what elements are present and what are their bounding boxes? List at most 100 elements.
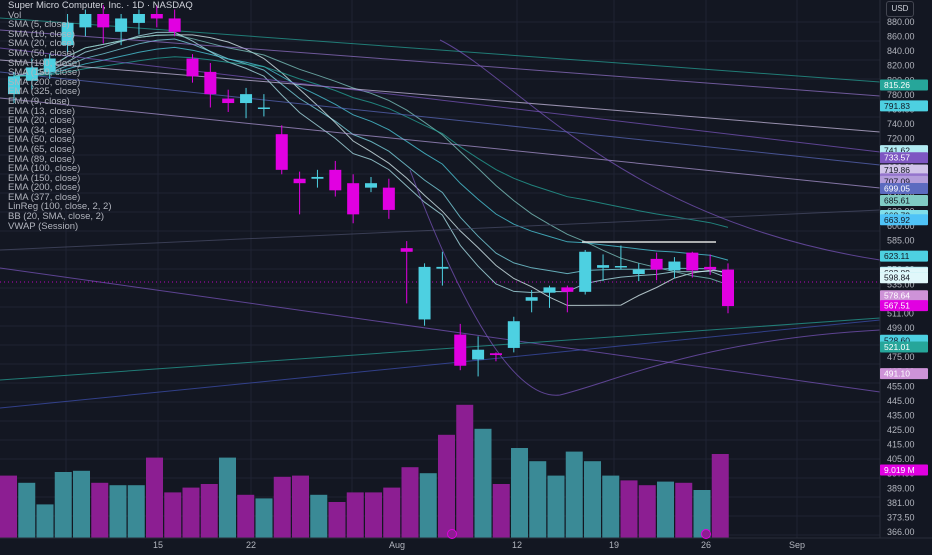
volume-bar[interactable] [584,461,601,538]
earnings-marker-icon[interactable] [447,529,457,539]
volume-bar[interactable] [657,481,674,538]
candle-body[interactable] [257,107,270,110]
volume-bar[interactable] [346,492,364,538]
currency-badge[interactable]: USD [886,1,914,17]
ma-line [13,38,729,275]
candle-body[interactable] [454,334,467,366]
candle-body[interactable] [543,287,556,293]
volume-bar[interactable] [73,470,90,538]
y-tick-label: 820.00 [887,61,915,71]
candle-body[interactable] [25,67,38,81]
volume-bar[interactable] [18,482,36,538]
volume-bar[interactable] [328,502,346,538]
volume-bar[interactable] [127,485,145,538]
candle-body[interactable] [614,266,627,268]
trend-line [0,71,881,166]
candle-body[interactable] [525,297,538,301]
volume-bar[interactable] [0,475,17,538]
candle-body[interactable] [97,14,110,28]
volume-bar[interactable] [383,487,401,538]
volume-bar[interactable] [255,498,273,538]
volume-bar[interactable] [638,485,656,538]
candle-body[interactable] [382,187,395,210]
candle-body[interactable] [400,248,413,252]
candle-body[interactable] [150,14,163,19]
candle-body[interactable] [722,269,734,307]
volume-bar[interactable] [219,457,236,538]
candle-body[interactable] [668,261,681,271]
y-tick-label: 455.00 [887,381,915,391]
candle-body[interactable] [61,22,74,46]
candle-body[interactable] [222,98,235,104]
candle-body[interactable] [115,18,128,32]
candle-body[interactable] [597,265,610,268]
candle-body[interactable] [240,94,253,104]
price-label: 719.86 [884,165,910,175]
candle-body[interactable] [132,14,145,23]
candle-body[interactable] [204,71,217,95]
candle-body[interactable] [168,18,181,32]
volume-bar[interactable] [565,451,583,538]
volume-bar[interactable] [146,457,163,538]
bollinger-lower [409,169,881,396]
candle-body[interactable] [632,269,645,275]
candle-body[interactable] [507,321,520,348]
volume-bar[interactable] [292,475,309,538]
candle-body[interactable] [418,266,431,320]
volume-bar[interactable] [474,428,492,538]
candle-body[interactable] [43,58,56,72]
candle-body[interactable] [489,353,502,356]
candle-body[interactable] [8,76,20,95]
candle-body[interactable] [704,266,717,270]
volume-bar[interactable] [602,475,620,538]
candle-body[interactable] [311,176,324,179]
volume-bar[interactable] [693,490,711,538]
volume-bar[interactable] [109,485,127,538]
price-label: 491.10 [884,369,910,379]
candle-body[interactable] [275,134,288,170]
volume-bar[interactable] [711,454,729,538]
volume-bar[interactable] [675,482,693,538]
x-tick-label: 22 [246,540,256,550]
volume-bar[interactable] [273,476,291,538]
volume-bar[interactable] [182,487,200,538]
volume-bar[interactable] [419,473,437,538]
candle-body[interactable] [365,183,377,188]
volume-bar[interactable] [456,404,474,538]
volume-bar[interactable] [492,484,510,538]
y-tick-label: 740.00 [887,119,915,129]
candle-body[interactable] [561,287,574,292]
volume-bar[interactable] [620,480,638,538]
candle-body[interactable] [650,258,663,270]
candle-body[interactable] [186,58,199,77]
volume-bar[interactable] [511,448,528,538]
volume-bar[interactable] [365,492,382,538]
volume-bar[interactable] [547,475,565,538]
volume-bar[interactable] [54,472,72,538]
event-marker-icon[interactable] [701,529,711,539]
candle-body[interactable] [579,251,592,292]
candle-body[interactable] [436,266,449,269]
price-label-bg [880,214,928,226]
ma-line [13,46,729,261]
candle-body[interactable] [293,178,306,184]
volume-bar[interactable] [164,492,182,538]
price-label-bg [880,194,928,206]
volume-bar[interactable] [36,504,54,538]
volume-bar[interactable] [401,467,419,538]
candle-body[interactable] [472,349,485,360]
volume-bar[interactable] [91,482,109,538]
volume-bar[interactable] [237,494,255,538]
volume-bar[interactable] [310,494,328,538]
candle-body[interactable] [347,183,360,215]
candle-body[interactable] [329,169,342,191]
candle-body[interactable] [686,252,699,271]
price-label: 791.83 [884,101,910,111]
time-axis[interactable]: 15 22 Aug 12 19 26 Sep [153,540,805,550]
candle-body[interactable] [79,14,92,28]
volume-bar[interactable] [438,434,455,538]
volume-bar[interactable] [200,484,218,538]
volume-bar[interactable] [529,461,547,538]
